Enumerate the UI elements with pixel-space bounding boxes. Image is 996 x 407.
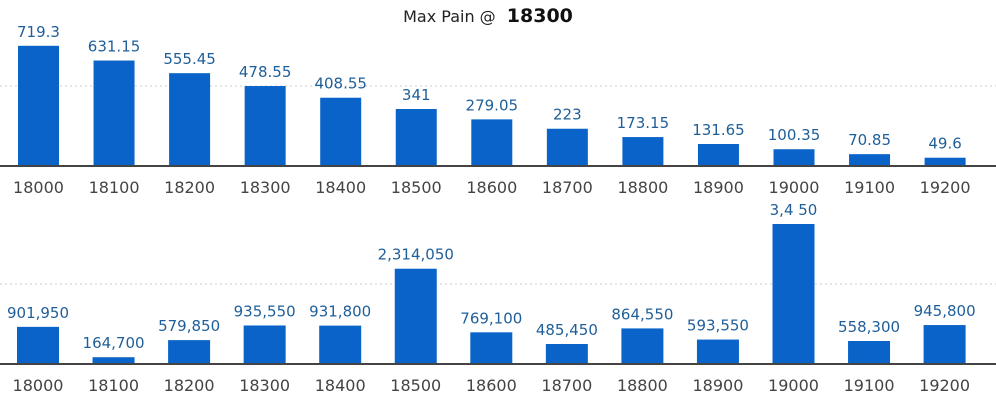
top-value-label-19200: 49.6 bbox=[928, 135, 961, 153]
top-bar-18100 bbox=[93, 60, 135, 167]
bottom-value-label-18700: 485,450 bbox=[536, 321, 598, 339]
top-value-label-18100: 631.15 bbox=[88, 38, 141, 56]
bottom-tick-label-18000: 18000 bbox=[13, 376, 64, 395]
top-value-label-18600: 279.05 bbox=[466, 96, 519, 114]
top-value-label-18400: 408.55 bbox=[314, 75, 367, 93]
bottom-value-label-18500: 2,314,050 bbox=[378, 246, 454, 264]
top-value-label-18000: 719.3 bbox=[17, 23, 60, 41]
bottom-tick-label-19200: 19200 bbox=[919, 376, 970, 395]
top-tick-label-19000: 19000 bbox=[769, 178, 820, 197]
top-bar-18000 bbox=[18, 45, 59, 166]
bottom-bar-18600 bbox=[470, 332, 513, 364]
bottom-value-label-18200: 579,850 bbox=[158, 317, 220, 335]
top-tick-label-18300: 18300 bbox=[240, 178, 291, 197]
bottom-tick-label-18100: 18100 bbox=[88, 376, 139, 395]
top-tick-label-18500: 18500 bbox=[391, 178, 442, 197]
top-value-label-19100: 70.85 bbox=[848, 131, 891, 149]
bottom-tick-label-18800: 18800 bbox=[617, 376, 668, 395]
bottom-value-label-18600: 769,100 bbox=[460, 309, 522, 327]
top-value-label-18300: 478.55 bbox=[239, 63, 292, 81]
bottom-bar-chart: 901,950 18000 164,700 18100 579,850 18200 935,… bbox=[0, 201, 996, 395]
top-tick-label-18900: 18900 bbox=[693, 178, 744, 197]
top-bar-18900 bbox=[697, 144, 739, 166]
top-value-label-18200: 555.45 bbox=[163, 50, 216, 68]
bottom-bar-18200 bbox=[168, 340, 211, 364]
bottom-value-label-18300: 935,550 bbox=[234, 302, 296, 320]
top-bar-18200 bbox=[169, 73, 211, 166]
chart-title-value: 18300 bbox=[507, 5, 573, 27]
bottom-tick-label-19000: 19000 bbox=[768, 376, 819, 395]
top-bar-18400 bbox=[320, 97, 362, 166]
bottom-value-label-18000: 901,950 bbox=[7, 304, 69, 322]
top-value-label-18800: 173.15 bbox=[617, 114, 670, 132]
bottom-bar-18000 bbox=[17, 326, 59, 364]
bottom-value-label-18100: 164,700 bbox=[83, 334, 145, 352]
bottom-bar-18900 bbox=[696, 339, 739, 364]
top-tick-label-19100: 19100 bbox=[844, 178, 895, 197]
bottom-bar-18700 bbox=[545, 344, 588, 364]
bottom-bar-19100 bbox=[848, 341, 891, 364]
top-tick-label-18600: 18600 bbox=[466, 178, 517, 197]
bottom-value-label-18900: 593,550 bbox=[687, 317, 749, 335]
top-bar-chart: 719.3 18000 631.15 18100 555.45 18200 478.55 18… bbox=[0, 23, 996, 197]
bottom-value-label-19200: 945,800 bbox=[914, 302, 976, 320]
top-bar-18700 bbox=[546, 128, 588, 166]
top-tick-label-19200: 19200 bbox=[920, 178, 971, 197]
top-tick-label-18800: 18800 bbox=[617, 178, 668, 197]
top-bar-18300 bbox=[244, 86, 286, 166]
bottom-tick-label-18200: 18200 bbox=[164, 376, 215, 395]
bottom-bar-18800 bbox=[621, 328, 664, 364]
top-bar-18600 bbox=[471, 119, 513, 166]
bottom-tick-label-18600: 18600 bbox=[466, 376, 517, 395]
bottom-value-label-19100: 558,300 bbox=[838, 318, 900, 336]
bottom-tick-label-18300: 18300 bbox=[239, 376, 290, 395]
bottom-bar-19000 bbox=[772, 224, 815, 364]
top-bar-19000 bbox=[773, 149, 815, 166]
top-tick-label-18000: 18000 bbox=[13, 178, 64, 197]
bottom-bar-18300 bbox=[243, 325, 286, 364]
bottom-value-label-18800: 864,550 bbox=[611, 305, 673, 323]
top-value-label-18900: 131.65 bbox=[692, 121, 745, 139]
top-value-label-18500: 341 bbox=[402, 86, 431, 104]
chart-title: Max Pain @ 18300 bbox=[403, 5, 573, 27]
bottom-tick-label-18500: 18500 bbox=[390, 376, 441, 395]
chart-title-prefix: Max Pain @ bbox=[403, 7, 496, 26]
top-bar-19200 bbox=[924, 157, 966, 166]
bottom-tick-label-19100: 19100 bbox=[844, 376, 895, 395]
bottom-tick-label-18900: 18900 bbox=[692, 376, 743, 395]
bottom-value-label-19000: 3,4 50 bbox=[770, 201, 818, 219]
bottom-bar-19200 bbox=[923, 325, 966, 364]
bottom-tick-label-18700: 18700 bbox=[541, 376, 592, 395]
top-value-label-19000: 100.35 bbox=[768, 126, 821, 144]
top-bar-18800 bbox=[622, 137, 664, 166]
top-bar-18500 bbox=[395, 109, 437, 166]
top-value-label-18700: 223 bbox=[553, 106, 582, 124]
top-bar-19100 bbox=[849, 154, 891, 166]
bottom-bar-18100 bbox=[92, 357, 135, 364]
top-tick-label-18400: 18400 bbox=[315, 178, 366, 197]
top-tick-label-18700: 18700 bbox=[542, 178, 593, 197]
top-tick-label-18200: 18200 bbox=[164, 178, 215, 197]
bottom-tick-label-18400: 18400 bbox=[315, 376, 366, 395]
top-tick-label-18100: 18100 bbox=[89, 178, 140, 197]
bottom-value-label-18400: 931,800 bbox=[309, 303, 371, 321]
bottom-bar-18500 bbox=[394, 268, 437, 364]
bottom-bar-18400 bbox=[319, 325, 362, 364]
